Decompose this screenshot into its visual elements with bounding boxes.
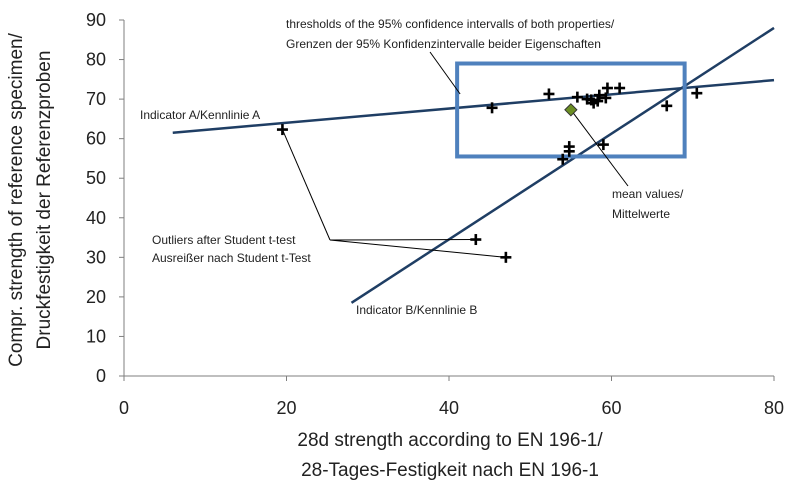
- data-point: [592, 95, 604, 107]
- confidence-interval-box: [455, 61, 687, 159]
- indicator-b-label: Indicator B/Kennlinie B: [356, 303, 477, 317]
- data-point: [600, 92, 612, 104]
- mean-point-marker: [564, 103, 578, 117]
- axes: 0 20 40 60 80 0 10 20 30 40 50 60 70 80 90: [86, 10, 784, 418]
- x-axis-title-line-2: 28-Tages-Festigkeit nach EN 196-1: [301, 460, 599, 481]
- annotation-leader-lines: [281, 51, 629, 258]
- mean-label-line-1: mean values/: [612, 187, 684, 201]
- outlier-leader-3: [329, 239, 506, 258]
- y-tick-label: 50: [86, 168, 106, 188]
- data-point: [557, 153, 569, 165]
- y-tick-label: 80: [86, 50, 106, 70]
- y-tick-label: 40: [86, 208, 106, 228]
- mean-leader: [570, 109, 629, 187]
- x-tick-label: 0: [119, 398, 129, 418]
- x-tick-label: 60: [601, 398, 621, 418]
- x-tick-label: 20: [276, 398, 296, 418]
- outliers-label-line-2: Ausreißer nach Student t-Test: [152, 251, 311, 265]
- mean-label-line-2: Mittelwerte: [612, 207, 670, 221]
- data-point: [500, 251, 512, 263]
- outlier-leader-1: [281, 129, 331, 241]
- data-point: [486, 102, 498, 114]
- data-point: [593, 89, 605, 101]
- x-tick-label: 80: [764, 398, 784, 418]
- confidence-rect: [455, 61, 687, 159]
- thresholds-label-line-2: Grenzen der 95% Konfidenzintervalle beid…: [286, 37, 601, 51]
- y-tick-label: 0: [96, 366, 106, 386]
- data-point: [601, 82, 613, 94]
- y-tick-label: 60: [86, 129, 106, 149]
- data-points: [276, 82, 703, 263]
- thresholds-leader: [429, 51, 461, 95]
- indicator-a-line: [172, 78, 775, 134]
- data-point: [614, 82, 626, 94]
- y-axis-title-line-2: Druckfestigkeit der Referenzproben: [34, 51, 55, 350]
- data-point: [571, 91, 583, 103]
- data-point: [543, 88, 555, 100]
- data-point: [597, 139, 609, 151]
- x-axis-title-line-1: 28d strength according to EN 196-1/: [297, 430, 603, 451]
- data-point: [276, 124, 288, 136]
- indicator-a-label: Indicator A/Kennlinie A: [140, 108, 260, 122]
- y-tick-label: 90: [86, 10, 106, 30]
- thresholds-label-line-1: thresholds of the 95% confidence interva…: [286, 17, 615, 31]
- indicator-lines: [172, 26, 775, 304]
- y-tick-label: 30: [86, 247, 106, 267]
- y-tick-label: 20: [86, 287, 106, 307]
- indicator-b-line: [350, 26, 775, 304]
- outliers-label-line-1: Outliers after Student t-test: [152, 233, 296, 247]
- x-tick-label: 40: [439, 398, 459, 418]
- y-tick-label: 10: [86, 326, 106, 346]
- data-point: [661, 100, 673, 112]
- data-point: [691, 87, 703, 99]
- annotation-labels: thresholds of the 95% confidence interva…: [140, 17, 684, 317]
- data-point: [563, 141, 575, 153]
- data-point: [470, 234, 482, 246]
- y-axis-title-line-1: Compr. strength of reference specimen/: [6, 32, 27, 366]
- y-tick-label: 70: [86, 89, 106, 109]
